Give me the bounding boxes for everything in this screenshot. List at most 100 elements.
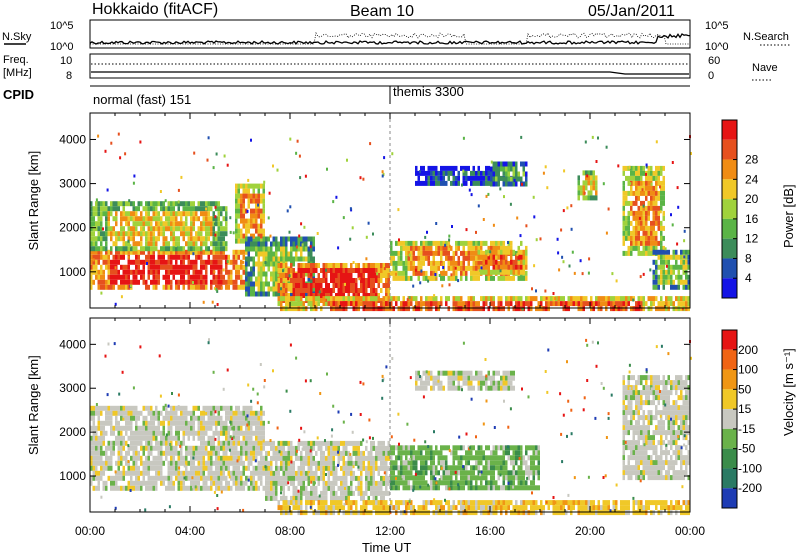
echo-cell: [257, 291, 260, 297]
echo-cell: [232, 284, 235, 290]
echo-cell: [305, 470, 308, 476]
echo-cell: [307, 445, 310, 451]
echo-cell: [307, 236, 310, 242]
echo-cell: [510, 249, 513, 255]
echo-cell: [107, 420, 110, 426]
echo-cell: [372, 301, 375, 307]
echo-cell: [187, 435, 190, 441]
echo-cell: [112, 279, 115, 285]
echo-cell: [305, 268, 308, 273]
echo-cell: [280, 480, 283, 486]
echo-cell: [250, 276, 253, 282]
echo-cell: [400, 240, 403, 246]
echo-cell: [115, 420, 118, 426]
echo-cell: [262, 213, 265, 219]
echo-cell: [520, 249, 523, 255]
echo-cell: [262, 188, 265, 194]
echo-cell: [310, 236, 313, 242]
echo-cell: [175, 216, 178, 222]
echo-cell: [210, 420, 213, 426]
echo-cell: [282, 480, 285, 486]
echo-cell: [187, 420, 190, 426]
echo-cell: [240, 228, 243, 234]
echo-cell: [192, 226, 195, 232]
echo-cell: [640, 240, 643, 246]
echo-cell: [182, 405, 185, 411]
echo-cell: [257, 208, 260, 214]
echo-cell: [170, 465, 173, 471]
echo-cell: [140, 236, 143, 242]
echo-cell: [190, 206, 193, 212]
echo-cell: [502, 264, 505, 270]
noise-cell: [180, 175, 183, 179]
echo-cell: [417, 245, 420, 251]
echo-cell: [265, 276, 268, 282]
echo-cell: [357, 440, 360, 446]
echo-cell: [322, 293, 325, 298]
echo-cell: [262, 430, 265, 436]
echo-cell: [125, 269, 128, 275]
echo-cell: [175, 410, 178, 416]
echo-cell: [402, 460, 405, 466]
echo-cell: [187, 430, 190, 436]
echo-cell: [125, 430, 128, 436]
echo-cell: [472, 270, 475, 276]
echo-cell: [677, 279, 680, 285]
echo-cell: [492, 269, 495, 275]
echo-cell: [440, 455, 443, 461]
echo-cell: [220, 440, 223, 446]
echo-cell: [310, 495, 313, 501]
echo-cell: [427, 255, 430, 261]
echo-cell: [327, 465, 330, 471]
echo-cell: [602, 296, 605, 302]
echo-cell: [222, 274, 225, 280]
echo-cell: [182, 221, 185, 227]
echo-cell: [662, 200, 665, 206]
echo-cell: [352, 440, 355, 446]
echo-cell: [665, 249, 668, 255]
echo-cell: [370, 288, 373, 293]
echo-cell: [672, 284, 675, 290]
echo-cell: [635, 245, 638, 251]
echo-cell: [500, 296, 503, 302]
echo-cell: [215, 274, 218, 280]
echo-cell: [432, 170, 435, 176]
echo-cell: [95, 206, 98, 212]
echo-cell: [90, 206, 93, 212]
echo-cell: [285, 241, 288, 247]
noise-cell: [556, 237, 559, 241]
echo-cell: [647, 240, 650, 246]
echo-cell: [220, 221, 223, 227]
echo-cell: [162, 405, 165, 411]
echo-cell: [590, 195, 593, 201]
echo-cell: [270, 480, 273, 486]
echo-cell: [237, 440, 240, 446]
echo-cell: [360, 440, 363, 446]
noise-cell: [268, 191, 271, 195]
echo-cell: [600, 301, 603, 307]
echo-cell: [462, 265, 465, 271]
echo-cell: [452, 301, 455, 307]
echo-cell: [437, 306, 440, 312]
echo-cell: [647, 205, 650, 211]
echo-cell: [255, 425, 258, 431]
echo-cell: [485, 175, 488, 181]
echo-cell: [142, 415, 145, 421]
echo-cell: [340, 273, 343, 278]
echo-cell: [635, 301, 638, 307]
echo-cell: [330, 278, 333, 283]
echo-cell: [187, 206, 190, 212]
echo-cell: [500, 259, 503, 265]
echo-cell: [590, 185, 593, 191]
echo-cell: [637, 245, 640, 251]
echo-cell: [342, 440, 345, 446]
echo-cell: [190, 460, 193, 466]
echo-cell: [257, 213, 260, 219]
echo-cell: [510, 269, 513, 275]
noise-cell: [289, 137, 292, 141]
echo-cell: [647, 185, 650, 191]
echo-cell: [310, 241, 313, 247]
echo-cell: [190, 236, 193, 242]
echo-cell: [360, 288, 363, 293]
